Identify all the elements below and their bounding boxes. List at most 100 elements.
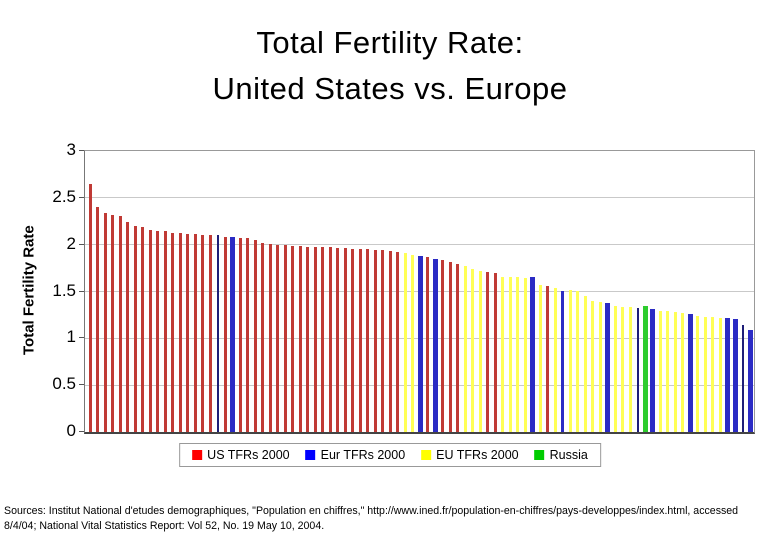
legend-swatch-icon — [534, 450, 545, 460]
bar-us — [201, 235, 204, 432]
bar-us — [238, 238, 242, 432]
y-tick-label: 2.5 — [52, 186, 76, 206]
bar-eur — [732, 318, 738, 432]
bar-eur — [561, 290, 564, 432]
legend-label: Eur TFRs 2000 — [320, 448, 406, 462]
bar-us — [103, 212, 107, 432]
bar-us — [261, 242, 264, 432]
bar-eu — [613, 305, 617, 432]
legend-swatch-icon — [192, 450, 203, 460]
bar-us — [223, 237, 227, 432]
legend-label: Russia — [549, 448, 588, 462]
y-tick-mark — [79, 384, 84, 386]
y-tick-mark — [79, 337, 84, 339]
bar-eu — [478, 270, 482, 432]
sources-line2: 8/4/04; National Vital Statistics Report… — [4, 520, 325, 532]
legend-label: US TFRs 2000 — [207, 448, 290, 462]
bar-eur — [636, 308, 639, 432]
bar-eu — [666, 311, 669, 432]
legend-swatch-icon — [305, 450, 316, 460]
bar-us — [351, 249, 354, 432]
bar-eu — [673, 312, 677, 432]
bar-eu — [621, 306, 624, 432]
bar-us — [381, 250, 384, 432]
bar-us — [111, 214, 114, 432]
bar-eu — [411, 254, 414, 432]
bar-us — [193, 234, 197, 432]
legend-item-us: US TFRs 2000 — [192, 448, 290, 462]
bar-eu — [471, 269, 474, 432]
bar-us — [358, 249, 362, 432]
bar-eu — [598, 301, 602, 432]
bar-eu — [516, 277, 519, 432]
bar-us — [133, 225, 137, 432]
bar-us — [163, 230, 167, 432]
bar-us — [426, 256, 429, 432]
bar-russia — [642, 305, 648, 432]
y-tick-mark — [79, 290, 84, 292]
bar-eu — [403, 253, 407, 432]
bar-us — [546, 285, 549, 432]
bar-eur — [432, 258, 438, 432]
bar-eu — [538, 284, 542, 432]
sources-line1: Sources: Institut National d'etudes demo… — [4, 505, 739, 517]
bar-eu — [711, 316, 714, 432]
y-tick-label: 0.5 — [52, 374, 76, 394]
bar-eu — [681, 313, 684, 432]
bar-eu — [696, 315, 699, 432]
bar-eu — [703, 316, 707, 432]
legend-swatch-icon — [421, 450, 432, 460]
bar-us — [178, 233, 182, 432]
bar-us — [283, 244, 287, 432]
chart-title-line2: United States vs. Europe — [212, 71, 568, 106]
bar-eur — [741, 325, 744, 432]
bar-eur — [417, 255, 423, 432]
bar-eur — [650, 309, 655, 432]
gridline — [85, 244, 754, 246]
bar-us — [448, 262, 452, 432]
bar-eu — [583, 296, 587, 432]
bar-us — [396, 252, 399, 432]
bar-eu — [658, 311, 662, 432]
bar-us — [148, 229, 152, 432]
bar-us — [343, 248, 347, 432]
bar-eur — [230, 237, 235, 432]
bar-eu — [628, 307, 632, 432]
legend-item-eu: EU TFRs 2000 — [421, 448, 519, 462]
bar-us — [328, 247, 332, 432]
y-axis-title: Total Fertility Rate — [20, 225, 38, 356]
bar-eur — [605, 302, 610, 432]
bar-us — [268, 243, 272, 432]
y-tick-mark — [79, 431, 84, 432]
bar-us — [141, 226, 144, 432]
bar-us — [321, 247, 324, 432]
legend-item-russia: Russia — [534, 448, 588, 462]
bar-eu — [508, 276, 512, 432]
bar-us — [306, 246, 309, 432]
bar-us — [486, 271, 489, 432]
bar-us — [171, 232, 174, 432]
chart-title: Total Fertility Rate: United States vs. … — [0, 20, 780, 112]
y-tick-label: 1.5 — [52, 280, 76, 300]
bar-us — [253, 239, 257, 432]
bar-us — [366, 249, 369, 432]
bar-eu — [568, 289, 572, 432]
bar-us — [456, 264, 459, 432]
y-tick-mark — [79, 150, 84, 151]
bar-us — [156, 230, 159, 432]
bar-us — [96, 207, 99, 432]
bar-eu — [576, 290, 579, 432]
bar-us — [388, 251, 392, 432]
bar-us — [246, 238, 249, 432]
bar-eur — [725, 317, 730, 432]
bar-eur — [216, 235, 219, 432]
bar-us — [298, 245, 302, 432]
legend: US TFRs 2000 Eur TFRs 2000 EU TFRs 2000 Rus… — [179, 443, 601, 467]
bar-eur — [747, 329, 753, 432]
bar-eu — [463, 266, 467, 432]
sources-text: Sources: Institut National d'etudes demo… — [4, 504, 778, 534]
y-tick-label: 1 — [66, 327, 76, 347]
bar-us — [313, 246, 317, 432]
bar-us — [88, 183, 92, 432]
y-tick-label: 3 — [66, 140, 76, 159]
